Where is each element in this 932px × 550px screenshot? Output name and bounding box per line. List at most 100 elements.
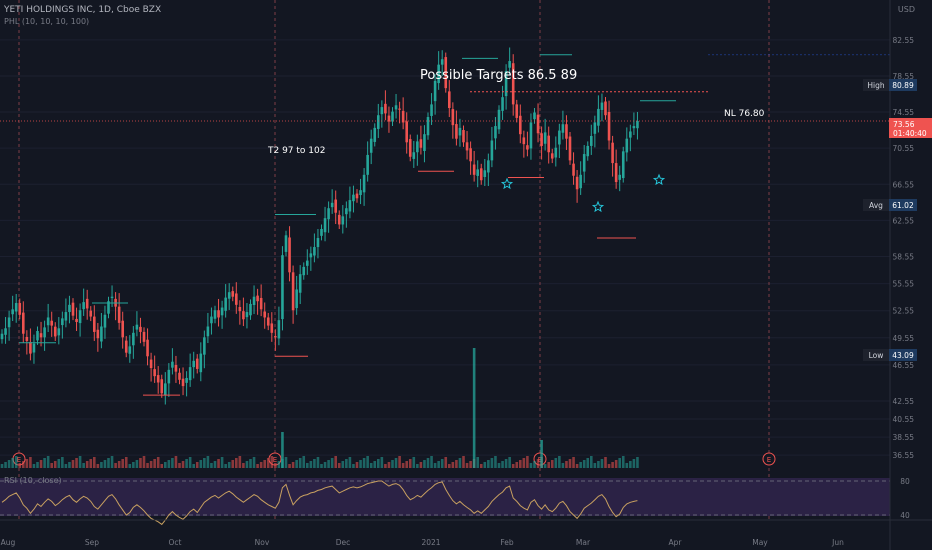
candle-body [295, 289, 298, 309]
candle-body [437, 64, 440, 84]
symbol-title: YETI HOLDINGS INC, 1D, Cboe BZX [3, 5, 161, 15]
volume-bar [448, 464, 451, 468]
candle-body [423, 134, 426, 151]
candle-body [366, 154, 369, 175]
candle-body [469, 148, 472, 162]
volume-bar [476, 457, 479, 468]
candle-body [61, 318, 64, 326]
candle-body [607, 111, 611, 141]
candle-body [18, 303, 22, 315]
volume-bar [629, 461, 632, 468]
volume-bar [252, 457, 256, 468]
candle-body [22, 312, 25, 334]
volume-bar [89, 459, 93, 468]
volume-bar [14, 456, 18, 468]
volume-bar [582, 460, 586, 468]
volume-bar [160, 464, 164, 468]
volume-bar [483, 462, 487, 468]
volume-bar [82, 463, 85, 468]
volume-bar [142, 456, 146, 468]
candle-body [394, 105, 398, 110]
candle-body [100, 326, 103, 342]
candle-body [43, 327, 46, 338]
candle-body [117, 306, 121, 323]
volume-bar [504, 459, 508, 468]
volume-bar [132, 462, 135, 468]
volume-bar [50, 463, 53, 468]
candle-body [284, 235, 288, 252]
volume-bar [543, 464, 547, 468]
possible-targets-note: Possible Targets 86.5 89 [420, 68, 577, 83]
candle-body [298, 274, 302, 293]
volume-bar [330, 458, 334, 468]
volume-bar [377, 459, 380, 468]
candle-body [124, 340, 128, 353]
candle-body [266, 317, 270, 326]
candle-body [540, 133, 543, 146]
time-tick-label: Apr [669, 538, 683, 547]
volume-bar [565, 461, 568, 468]
candle-body [511, 63, 515, 105]
earnings-marker[interactable]: E [762, 452, 776, 466]
volume-bar [597, 461, 600, 468]
time-axis[interactable]: Aug Sep Oct Nov Dec 2021 Feb Mar Apr May Jun [1, 538, 844, 547]
candle-body [132, 332, 135, 346]
volume-bar [327, 460, 330, 468]
svg-text:01:40:40: 01:40:40 [893, 129, 927, 138]
candle-body [618, 174, 621, 180]
volume-bar [394, 458, 398, 468]
candle-body [600, 102, 604, 110]
candle-body [57, 328, 61, 336]
time-tick-label: 2021 [421, 538, 440, 547]
volume-bar [362, 458, 366, 468]
volume-bar [380, 457, 384, 468]
nl-note: NL 76.80 [724, 109, 765, 119]
candle-body [579, 174, 582, 189]
candle-body [128, 346, 132, 354]
volume-bar [43, 458, 46, 468]
price-axis[interactable]: 82.55 78.55 74.55 70.55 66.55 62.55 58.55 55.55… [889, 0, 915, 550]
volume-bar [316, 457, 320, 468]
volume-bar [419, 462, 423, 468]
candle-body [85, 298, 89, 309]
volume-bar [618, 458, 621, 468]
volume-bar [359, 460, 362, 468]
candle-body [156, 375, 160, 383]
price-tick-label: 58.55 [893, 253, 915, 262]
candle-body [529, 122, 533, 149]
avg-badge: Avg 61.02 [863, 199, 917, 211]
earnings-marker-letter: E [538, 456, 542, 464]
candle-body [171, 361, 174, 368]
volume-bar [352, 464, 355, 468]
volume-bar [632, 459, 636, 468]
currency-label: USD [898, 5, 915, 14]
candle-body [288, 237, 291, 273]
candle-body [25, 336, 29, 341]
candle-body [401, 110, 405, 123]
volume-bar [426, 458, 430, 468]
volume-bar [29, 457, 32, 468]
candle-body [515, 104, 519, 118]
volume-bar [274, 463, 277, 468]
volume-spike [540, 440, 543, 468]
candle-body [536, 114, 540, 134]
svg-text:Low: Low [869, 351, 884, 360]
candle-body [462, 130, 465, 143]
candle-body [334, 199, 337, 213]
candle-body [142, 331, 146, 342]
volume-bar [93, 457, 96, 468]
candle-body [501, 97, 504, 111]
candle-body [490, 140, 494, 161]
svg-text:61.02: 61.02 [892, 201, 914, 210]
candle-body [455, 124, 458, 139]
candle-body [373, 127, 377, 142]
low-badge: Low 43.09 [863, 349, 917, 361]
candle-body [231, 291, 235, 297]
candle-body [476, 169, 479, 176]
star-marker [591, 200, 605, 213]
volume-bar [458, 458, 462, 468]
volume-bar [156, 457, 160, 468]
price-tick-label: 38.55 [893, 433, 915, 442]
